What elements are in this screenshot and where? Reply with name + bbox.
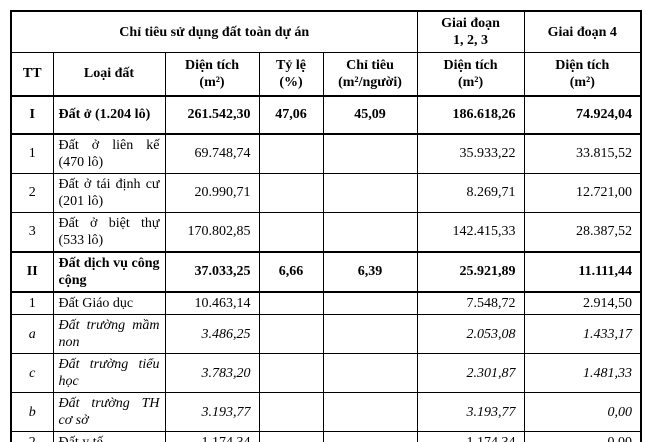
header-phase-4: Giai đoạn 4 <box>523 10 642 53</box>
header-tt: TT <box>10 52 54 97</box>
cell-phase4: 12.721,00 <box>523 172 642 213</box>
table-row: b Đất trường TH cơ sở 3.193,77 3.193,77 0,00 <box>10 392 642 432</box>
cell-phase4: 0,00 <box>523 392 642 432</box>
cell-area: 1.174,34 <box>164 431 260 442</box>
header-area-phase-123: Diện tích (m²) <box>416 52 525 97</box>
header-row-columns: TT Loại đất Diện tích (m²) Tỷ lệ (%) Chỉ… <box>10 52 642 97</box>
cell-phase123: 2.053,08 <box>416 314 525 354</box>
header-area-phase-4: Diện tích (m²) <box>523 52 642 97</box>
cell-area: 3.783,20 <box>164 353 260 393</box>
cell-per-capita <box>322 291 418 315</box>
header-row-groups: Chỉ tiêu sử dụng đất toàn dự án Giai đoạ… <box>10 10 642 53</box>
cell-ratio <box>258 211 324 252</box>
cell-ratio <box>258 314 324 354</box>
table-body: I Đất ở (1.204 lô) 261.542,30 47,06 45,09 186… <box>10 94 642 442</box>
table-row: 1 Đất Giáo dục 10.463,14 7.548,72 2.914,50 <box>10 291 642 315</box>
cell-land-type: Đất Giáo dục <box>52 291 166 315</box>
cell-area: 170.802,85 <box>164 211 260 252</box>
cell-phase123: 35.933,22 <box>416 133 525 174</box>
cell-per-capita <box>322 172 418 213</box>
cell-tt: b <box>10 392 54 432</box>
cell-phase4: 1.433,17 <box>523 314 642 354</box>
cell-tt: a <box>10 314 54 354</box>
cell-tt: 1 <box>10 291 54 315</box>
cell-land-type: Đất dịch vụ công cộng <box>52 250 166 293</box>
cell-land-type: Đất y tế <box>52 431 166 442</box>
cell-phase123: 2.301,87 <box>416 353 525 393</box>
cell-land-type: Đất ở biệt thự (533 lô) <box>52 211 166 252</box>
cell-ratio <box>258 392 324 432</box>
header-per-capita: Chỉ tiêu (m²/người) <box>322 52 418 97</box>
cell-phase4: 2.914,50 <box>523 291 642 315</box>
header-area: Diện tích (m²) <box>164 52 260 97</box>
cell-per-capita: 6,39 <box>322 250 418 293</box>
cell-per-capita <box>322 353 418 393</box>
cell-area: 3.193,77 <box>164 392 260 432</box>
cell-per-capita <box>322 133 418 174</box>
cell-area: 69.748,74 <box>164 133 260 174</box>
cell-phase123: 142.415,33 <box>416 211 525 252</box>
header-land-type: Loại đất <box>52 52 166 97</box>
cell-ratio <box>258 353 324 393</box>
cell-phase123: 7.548,72 <box>416 291 525 315</box>
cell-ratio <box>258 133 324 174</box>
cell-tt: I <box>10 94 54 135</box>
cell-land-type: Đất ở liên kế (470 lô) <box>52 133 166 174</box>
cell-phase4: 0,00 <box>523 431 642 442</box>
cell-ratio <box>258 291 324 315</box>
cell-tt: II <box>10 250 54 293</box>
cell-per-capita <box>322 392 418 432</box>
cell-phase123: 3.193,77 <box>416 392 525 432</box>
cell-tt: c <box>10 353 54 393</box>
cell-area: 20.990,71 <box>164 172 260 213</box>
cell-per-capita <box>322 314 418 354</box>
table-row: 3 Đất ở biệt thự (533 lô) 170.802,85 142.41… <box>10 211 642 252</box>
cell-land-type: Đất trường tiểu học <box>52 353 166 393</box>
cell-land-type: Đất trường TH cơ sở <box>52 392 166 432</box>
cell-tt: 3 <box>10 211 54 252</box>
cell-phase123: 1.174,34 <box>416 431 525 442</box>
cell-tt: 2 <box>10 431 54 442</box>
cell-tt: 1 <box>10 133 54 174</box>
table-row: 1 Đất ở liên kế (470 lô) 69.748,74 35.933,2… <box>10 133 642 174</box>
cell-phase4: 28.387,52 <box>523 211 642 252</box>
cell-tt: 2 <box>10 172 54 213</box>
header-ratio: Tỷ lệ (%) <box>258 52 324 97</box>
cell-per-capita <box>322 431 418 442</box>
cell-per-capita <box>322 211 418 252</box>
cell-land-type: Đất ở tái định cư (201 lô) <box>52 172 166 213</box>
cell-ratio <box>258 431 324 442</box>
cell-area: 10.463,14 <box>164 291 260 315</box>
cell-phase4: 74.924,04 <box>523 94 642 135</box>
header-phase-123: Giai đoạn 1, 2, 3 <box>416 10 525 53</box>
cell-land-type: Đất ở (1.204 lô) <box>52 94 166 135</box>
table-row: c Đất trường tiểu học 3.783,20 2.301,87 1.48… <box>10 353 642 393</box>
cell-area: 261.542,30 <box>164 94 260 135</box>
cell-ratio <box>258 172 324 213</box>
cell-ratio: 47,06 <box>258 94 324 135</box>
table-header: Chỉ tiêu sử dụng đất toàn dự án Giai đoạ… <box>10 10 642 97</box>
cell-phase4: 1.481,33 <box>523 353 642 393</box>
table-row: I Đất ở (1.204 lô) 261.542,30 47,06 45,09 186… <box>10 94 642 135</box>
cell-phase123: 186.618,26 <box>416 94 525 135</box>
table-row: a Đất trường mầm non 3.486,25 2.053,08 1.433… <box>10 314 642 354</box>
table-row: II Đất dịch vụ công cộng 37.033,25 6,66 6,39… <box>10 250 642 293</box>
cell-phase4: 33.815,52 <box>523 133 642 174</box>
header-project-scope: Chỉ tiêu sử dụng đất toàn dự án <box>10 10 418 53</box>
cell-phase123: 25.921,89 <box>416 250 525 293</box>
cell-phase123: 8.269,71 <box>416 172 525 213</box>
cell-area: 37.033,25 <box>164 250 260 293</box>
cell-ratio: 6,66 <box>258 250 324 293</box>
cell-per-capita: 45,09 <box>322 94 418 135</box>
cell-land-type: Đất trường mầm non <box>52 314 166 354</box>
cell-area: 3.486,25 <box>164 314 260 354</box>
table-row: 2 Đất ở tái định cư (201 lô) 20.990,71 8.26… <box>10 172 642 213</box>
land-use-table: Chỉ tiêu sử dụng đất toàn dự án Giai đoạ… <box>10 10 643 442</box>
cell-phase4: 11.111,44 <box>523 250 642 293</box>
